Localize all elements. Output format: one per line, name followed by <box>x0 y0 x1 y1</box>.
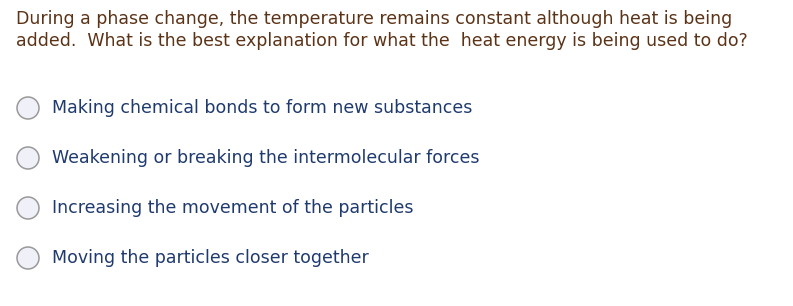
Text: Weakening or breaking the intermolecular forces: Weakening or breaking the intermolecular… <box>52 149 480 167</box>
Text: Moving the particles closer together: Moving the particles closer together <box>52 249 369 267</box>
Ellipse shape <box>17 97 39 119</box>
Text: During a phase change, the temperature remains constant although heat is being: During a phase change, the temperature r… <box>16 10 732 28</box>
Ellipse shape <box>17 147 39 169</box>
Ellipse shape <box>17 197 39 219</box>
Text: Making chemical bonds to form new substances: Making chemical bonds to form new substa… <box>52 99 473 117</box>
Ellipse shape <box>17 247 39 269</box>
Text: added.  What is the best explanation for what the  heat energy is being used to : added. What is the best explanation for … <box>16 32 748 50</box>
Text: Increasing the movement of the particles: Increasing the movement of the particles <box>52 199 413 217</box>
